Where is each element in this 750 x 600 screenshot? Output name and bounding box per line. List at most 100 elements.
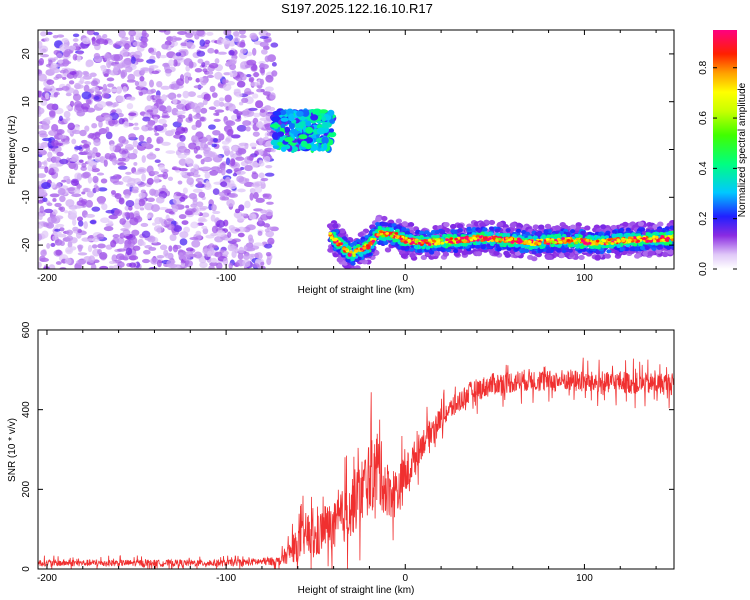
spectrogram-noise-cell — [51, 67, 61, 74]
spectrogram-noise-cell — [249, 187, 256, 194]
spectrogram-noise-cell — [214, 251, 223, 258]
spectrogram-noise-cell — [195, 119, 202, 128]
spectrogram-noise-cell — [133, 171, 142, 175]
spectrogram-noise-cell — [248, 78, 254, 83]
spectrogram-tone-cell — [529, 243, 534, 247]
spectrogram-noise-cell — [257, 230, 263, 236]
spectrogram-tone-cell — [430, 229, 437, 234]
spectrogram-noise-cell — [46, 222, 55, 229]
spectrogram-noise-cell — [115, 253, 125, 261]
spectrogram-noise-cell — [265, 74, 274, 83]
spectrogram-noise-cell — [133, 161, 138, 166]
spectrogram-tone-cell — [461, 243, 467, 247]
spectrogram-noise-cell — [127, 152, 138, 160]
spectrogram-noise-cell — [208, 265, 215, 269]
spectrogram-noise-cell — [38, 107, 45, 115]
spectrogram-tone-cell — [546, 254, 553, 260]
spectrogram-noise-cell — [146, 165, 154, 174]
spectrogram-noise-cell — [56, 53, 63, 59]
spectrogram-tone-cell — [549, 234, 555, 238]
spectrogram-noise-cell — [192, 31, 197, 36]
spectrogram-tone-cell — [440, 246, 446, 251]
spectrogram-noise-cell — [69, 209, 77, 217]
spectrogram-noise-cell — [87, 175, 93, 184]
spectrogram-noise-cell — [258, 159, 264, 164]
spectrogram-noise-cell — [91, 206, 101, 212]
spectrogram-noise-cell — [187, 76, 193, 81]
spectrogram-noise-cell — [212, 129, 221, 136]
spectrogram-noise-cell — [211, 204, 217, 212]
spectrogram-noise-cell — [65, 246, 74, 255]
spectrogram-noise-cell — [156, 255, 165, 259]
spectrogram-noise-cell — [84, 125, 90, 132]
spectrogram-noise-cell — [222, 145, 230, 152]
spectrogram-blob-cell — [294, 122, 301, 129]
spectrogram-noise-cell — [91, 151, 96, 159]
spectrogram-noise-cell — [139, 76, 145, 82]
spectrogram-noise-cell — [168, 245, 173, 252]
spectrogram-tone-cell — [514, 244, 520, 248]
spectrogram-noise-cell — [79, 76, 85, 85]
spectrogram-noise-cell — [80, 103, 90, 110]
spectrogram-noise-cell — [81, 91, 92, 100]
spectrogram-noise-cell — [38, 188, 47, 196]
spectrogram-tone-cell — [439, 230, 445, 235]
spectrogram-noise-cell — [153, 175, 160, 184]
spectrogram-noise-cell — [197, 102, 205, 108]
spectrogram-blob-cell — [280, 117, 289, 122]
spectrogram-noise-cell — [264, 55, 270, 63]
spectrogram-noise-cell — [126, 96, 136, 101]
spectrogram-noise-cell — [229, 70, 238, 78]
spectrogram-noise-cell — [83, 84, 90, 93]
spectrogram-noise-cell — [95, 186, 100, 192]
spectrogram-blob-cell — [283, 126, 291, 133]
spectrogram-noise-cell — [59, 195, 66, 203]
spectrogram-noise-cell — [253, 242, 264, 247]
spectrogram-noise-cell — [228, 262, 233, 269]
spectrogram-noise-cell — [155, 196, 165, 204]
spectrogram-noise-cell — [108, 260, 116, 265]
spectrogram-noise-cell — [128, 255, 139, 261]
spectrogram-noise-cell — [139, 207, 145, 211]
spectrogram-noise-cell — [125, 247, 133, 256]
spectrogram-noise-cell — [195, 154, 203, 159]
spectrogram-noise-cell — [100, 178, 108, 184]
spectrogram-noise-cell — [38, 58, 45, 66]
spectrogram-noise-cell — [179, 238, 188, 246]
spectrogram-noise-cell — [95, 38, 106, 45]
spectrogram-noise-cell — [146, 94, 152, 102]
spectrogram-noise-cell — [68, 80, 75, 85]
spectrogram-noise-cell — [232, 37, 241, 43]
spectrogram-noise-cell — [65, 92, 72, 97]
spectrogram-noise-cell — [45, 116, 53, 121]
spectrogram-noise-cell — [105, 131, 113, 140]
spectrogram-noise-cell — [253, 112, 261, 118]
spectrogram-noise-cell — [202, 227, 209, 235]
spectrogram-tone-cell — [510, 222, 517, 228]
spectrogram-noise-cell — [236, 124, 247, 132]
spectrogram-noise-cell — [114, 192, 122, 200]
spectrogram-noise-cell — [206, 70, 214, 75]
spectrogram-noise-cell — [59, 240, 65, 247]
spectrogram-noise-cell — [252, 191, 259, 200]
spectrogram-noise-cell — [190, 167, 197, 174]
spectrogram-noise-cell — [166, 218, 174, 222]
spectrogram-noise-cell — [227, 231, 232, 238]
spectrogram-noise-cell — [256, 88, 264, 93]
spectrogram-noise-cell — [156, 226, 162, 234]
spectrogram-noise-cell — [249, 142, 257, 148]
spectrogram-noise-cell — [219, 195, 226, 201]
spectrogram-noise-cell — [220, 167, 226, 176]
spectrogram-noise-cell — [51, 156, 62, 163]
spectrogram-noise-cell — [246, 224, 256, 231]
spectrogram-noise-cell — [111, 109, 117, 114]
spectrogram-noise-cell — [77, 228, 82, 234]
spectrogram-noise-cell — [258, 148, 264, 156]
spectrogram-noise-cell — [195, 78, 201, 83]
spectrogram-noise-cell — [179, 231, 189, 239]
spectrogram-noise-cell — [214, 235, 224, 243]
spectrogram-noise-cell — [259, 67, 265, 74]
spectrogram-blob-cell — [280, 123, 286, 129]
spectrogram-noise-cell — [242, 120, 252, 127]
spectrogram-noise-cell — [241, 97, 249, 104]
